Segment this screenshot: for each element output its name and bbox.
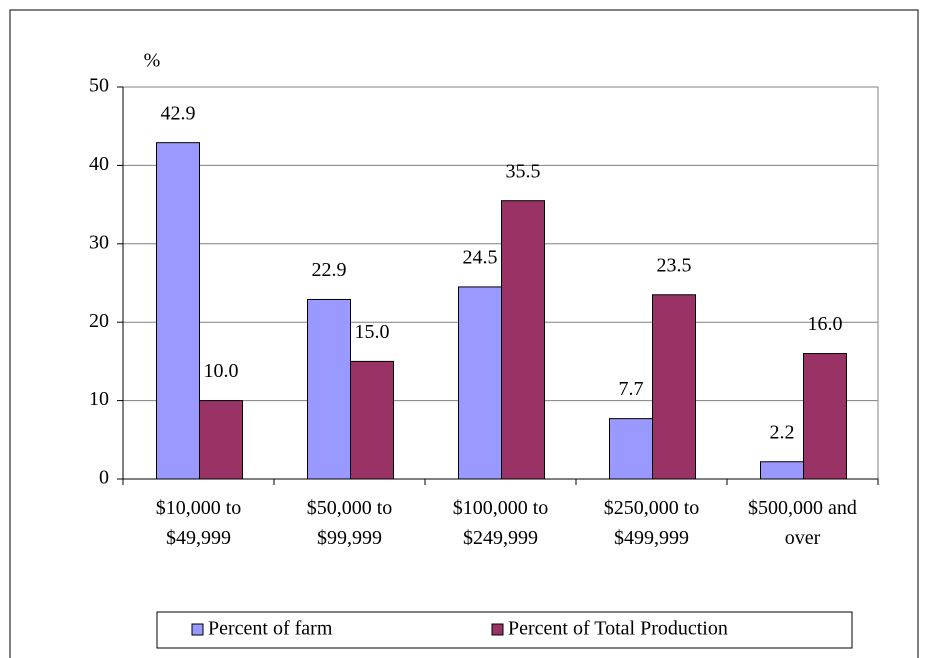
value-label: 16.0 bbox=[808, 313, 843, 335]
bar bbox=[350, 360, 394, 480]
bar bbox=[458, 286, 502, 480]
bar bbox=[199, 400, 243, 480]
x-tick-label: $500,000 and over bbox=[748, 497, 857, 549]
value-label: 15.0 bbox=[355, 321, 390, 343]
y-tick-label: 0 bbox=[99, 467, 109, 489]
y-tick-label: 30 bbox=[89, 231, 109, 253]
legend-label: Percent of farm bbox=[208, 618, 333, 640]
bar bbox=[652, 294, 696, 480]
value-label: 22.9 bbox=[312, 259, 347, 281]
value-label: 24.5 bbox=[463, 247, 498, 269]
value-label: 23.5 bbox=[657, 254, 692, 276]
bar bbox=[760, 461, 804, 480]
legend-box bbox=[156, 611, 853, 649]
legend-swatch bbox=[191, 623, 204, 636]
chart-border bbox=[9, 9, 919, 658]
value-label: 35.5 bbox=[506, 160, 541, 182]
legend-swatch bbox=[491, 623, 504, 636]
bar bbox=[307, 298, 351, 480]
value-label: 10.0 bbox=[204, 360, 239, 382]
y-tick-label: 50 bbox=[89, 75, 109, 97]
x-tick-label: $50,000 to $99,999 bbox=[307, 497, 393, 549]
value-label: 42.9 bbox=[161, 102, 196, 124]
bar bbox=[156, 142, 200, 480]
legend-label: Percent of Total Production bbox=[508, 618, 728, 640]
y-axis-label: % bbox=[144, 50, 161, 72]
y-tick-label: 20 bbox=[89, 310, 109, 332]
x-tick-label: $10,000 to $49,999 bbox=[156, 497, 242, 549]
y-tick-label: 10 bbox=[89, 388, 109, 410]
x-tick-label: $100,000 to $249,999 bbox=[453, 497, 549, 549]
value-label: 2.2 bbox=[770, 421, 795, 443]
bar bbox=[803, 353, 847, 480]
y-tick-label: 40 bbox=[89, 153, 109, 175]
x-tick-label: $250,000 to $499,999 bbox=[604, 497, 700, 549]
bar bbox=[609, 418, 653, 480]
bar bbox=[501, 200, 545, 480]
value-label: 7.7 bbox=[619, 378, 644, 400]
